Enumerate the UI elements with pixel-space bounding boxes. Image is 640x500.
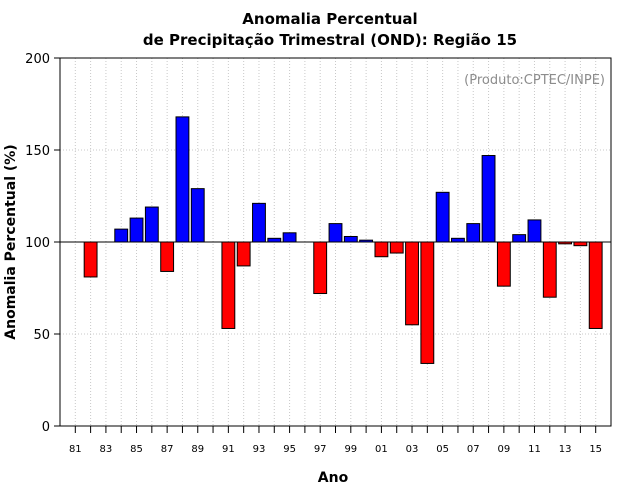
bar-2005 (435, 191, 450, 243)
bar-1994 (267, 237, 282, 243)
x-tick-label: 03 (406, 444, 419, 455)
y-tick-label: 50 (33, 328, 50, 343)
bar-1997 (313, 241, 328, 295)
y-axis: 0 50 100 150 200 (25, 52, 60, 435)
bar-1989 (190, 188, 205, 243)
bar-1988 (175, 116, 190, 243)
chart-title-line2: de Precipitação Trimestral (OND): Região… (143, 31, 517, 49)
x-tick-label: 85 (130, 444, 143, 455)
x-tick-label: 15 (589, 444, 602, 455)
x-tick-label: 91 (222, 444, 235, 455)
bar-1995 (282, 232, 297, 243)
bar-2015 (588, 241, 603, 329)
x-tick-label: 13 (559, 444, 572, 455)
bar-1987 (160, 241, 175, 272)
x-tick-label: 99 (344, 444, 357, 455)
bar-2010 (512, 234, 527, 243)
bar-2001 (374, 241, 389, 258)
x-tick-label: 89 (191, 444, 204, 455)
chart-title-line1: Anomalia Percentual (242, 10, 417, 28)
bar-1984 (114, 228, 129, 243)
x-tick-label: 93 (253, 444, 266, 455)
bar-1985 (129, 217, 144, 243)
bar-2007 (466, 223, 481, 243)
credit-text: (Produto:CPTEC/INPE) (464, 73, 605, 88)
bar-2006 (451, 237, 465, 243)
y-tick-label: 0 (42, 420, 50, 435)
x-tick-label: 11 (528, 444, 541, 455)
bar-1992 (236, 241, 251, 267)
x-tick-label: 07 (467, 444, 480, 455)
bar-2008 (481, 155, 496, 243)
bar-2009 (496, 241, 511, 287)
x-tick-label: 87 (161, 444, 174, 455)
x-tick-label: 97 (314, 444, 327, 455)
bar-1998 (328, 223, 343, 243)
bar-2003 (405, 241, 419, 326)
y-tick-label: 100 (25, 236, 50, 251)
bar-1986 (144, 206, 159, 243)
bar-2011 (527, 219, 542, 243)
y-tick-label: 200 (25, 52, 50, 67)
x-axis: 81 83 85 87 89 91 93 95 97 99 01 03 05 07 09 11 13 15 (69, 426, 602, 455)
x-tick-label: 05 (436, 444, 449, 455)
bars-group (83, 116, 603, 364)
x-tick-label: 83 (100, 444, 113, 455)
bar-2014 (573, 241, 588, 247)
x-tick-label: 01 (375, 444, 388, 455)
bar-1993 (252, 202, 266, 243)
y-axis-label: Anomalia Percentual (%) (3, 144, 19, 339)
bar-2012 (542, 241, 557, 298)
y-tick-label: 150 (25, 144, 50, 159)
bar-1999 (343, 235, 358, 243)
x-tick-label: 09 (497, 444, 510, 455)
x-tick-label: 95 (283, 444, 296, 455)
bar-1991 (221, 241, 236, 329)
bar-2004 (420, 241, 435, 364)
bar-2002 (389, 241, 404, 254)
bar-1982 (83, 241, 98, 278)
x-axis-label: Ano (318, 470, 349, 486)
x-tick-label: 81 (69, 444, 82, 455)
